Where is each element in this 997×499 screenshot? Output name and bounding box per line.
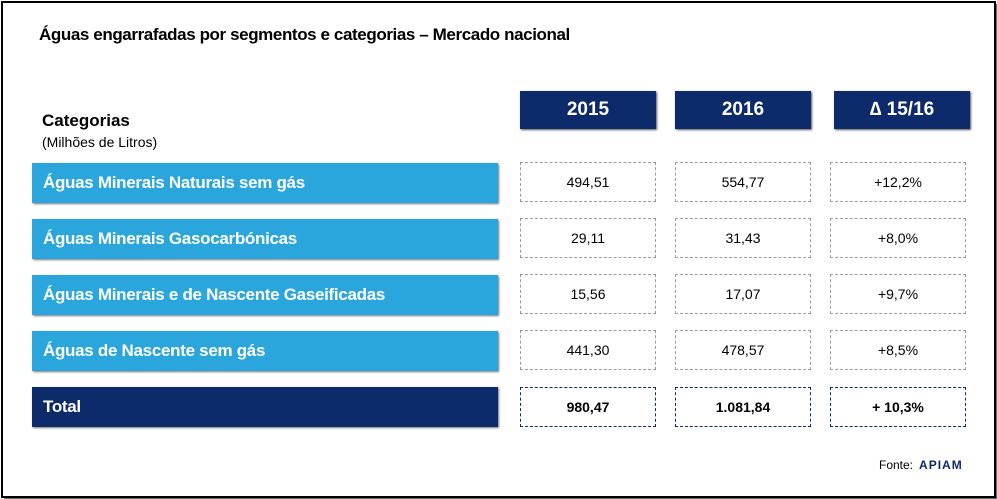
- cell-total-2016: 1.081,84: [675, 387, 811, 427]
- row-label-gaseificadas: Águas Minerais e de Nascente Gaseificada…: [32, 275, 498, 315]
- source-note: Fonte: APIAM: [879, 458, 963, 472]
- cell-2016: 31,43: [675, 218, 811, 258]
- cell-2016: 17,07: [675, 274, 811, 314]
- row-label-nascente-sem-gas: Águas de Nascente sem gás: [32, 331, 498, 371]
- categories-header: Categorias: [42, 111, 130, 130]
- unit-label: (Milhões de Litros): [42, 134, 158, 150]
- cell-2016: 554,77: [675, 162, 811, 202]
- column-header-delta: ∆ 15/16: [834, 91, 970, 129]
- row-label-total: Total: [32, 387, 498, 427]
- cell-delta: +8,5%: [830, 330, 966, 370]
- cell-2016: 478,57: [675, 330, 811, 370]
- cell-total-2015: 980,47: [520, 387, 656, 427]
- cell-delta: +9,7%: [830, 274, 966, 314]
- cell-2015: 15,56: [520, 274, 656, 314]
- cell-delta: +12,2%: [830, 162, 966, 202]
- column-header-2015: 2015: [520, 91, 656, 129]
- column-header-2016: 2016: [675, 91, 811, 129]
- cell-delta: +8,0%: [830, 218, 966, 258]
- source-label: Fonte:: [879, 458, 914, 472]
- apiam-logo: APIAM: [919, 458, 963, 472]
- cell-2015: 494,51: [520, 162, 656, 202]
- cell-total-delta: + 10,3%: [830, 387, 966, 427]
- cell-2015: 441,30: [520, 330, 656, 370]
- cell-2015: 29,11: [520, 218, 656, 258]
- row-label-gasocarbonicas: Águas Minerais Gasocarbónicas: [32, 219, 498, 259]
- row-label-minerais-naturais: Águas Minerais Naturais sem gás: [32, 163, 498, 203]
- chart-title: Águas engarrafadas por segmentos e categ…: [39, 25, 570, 44]
